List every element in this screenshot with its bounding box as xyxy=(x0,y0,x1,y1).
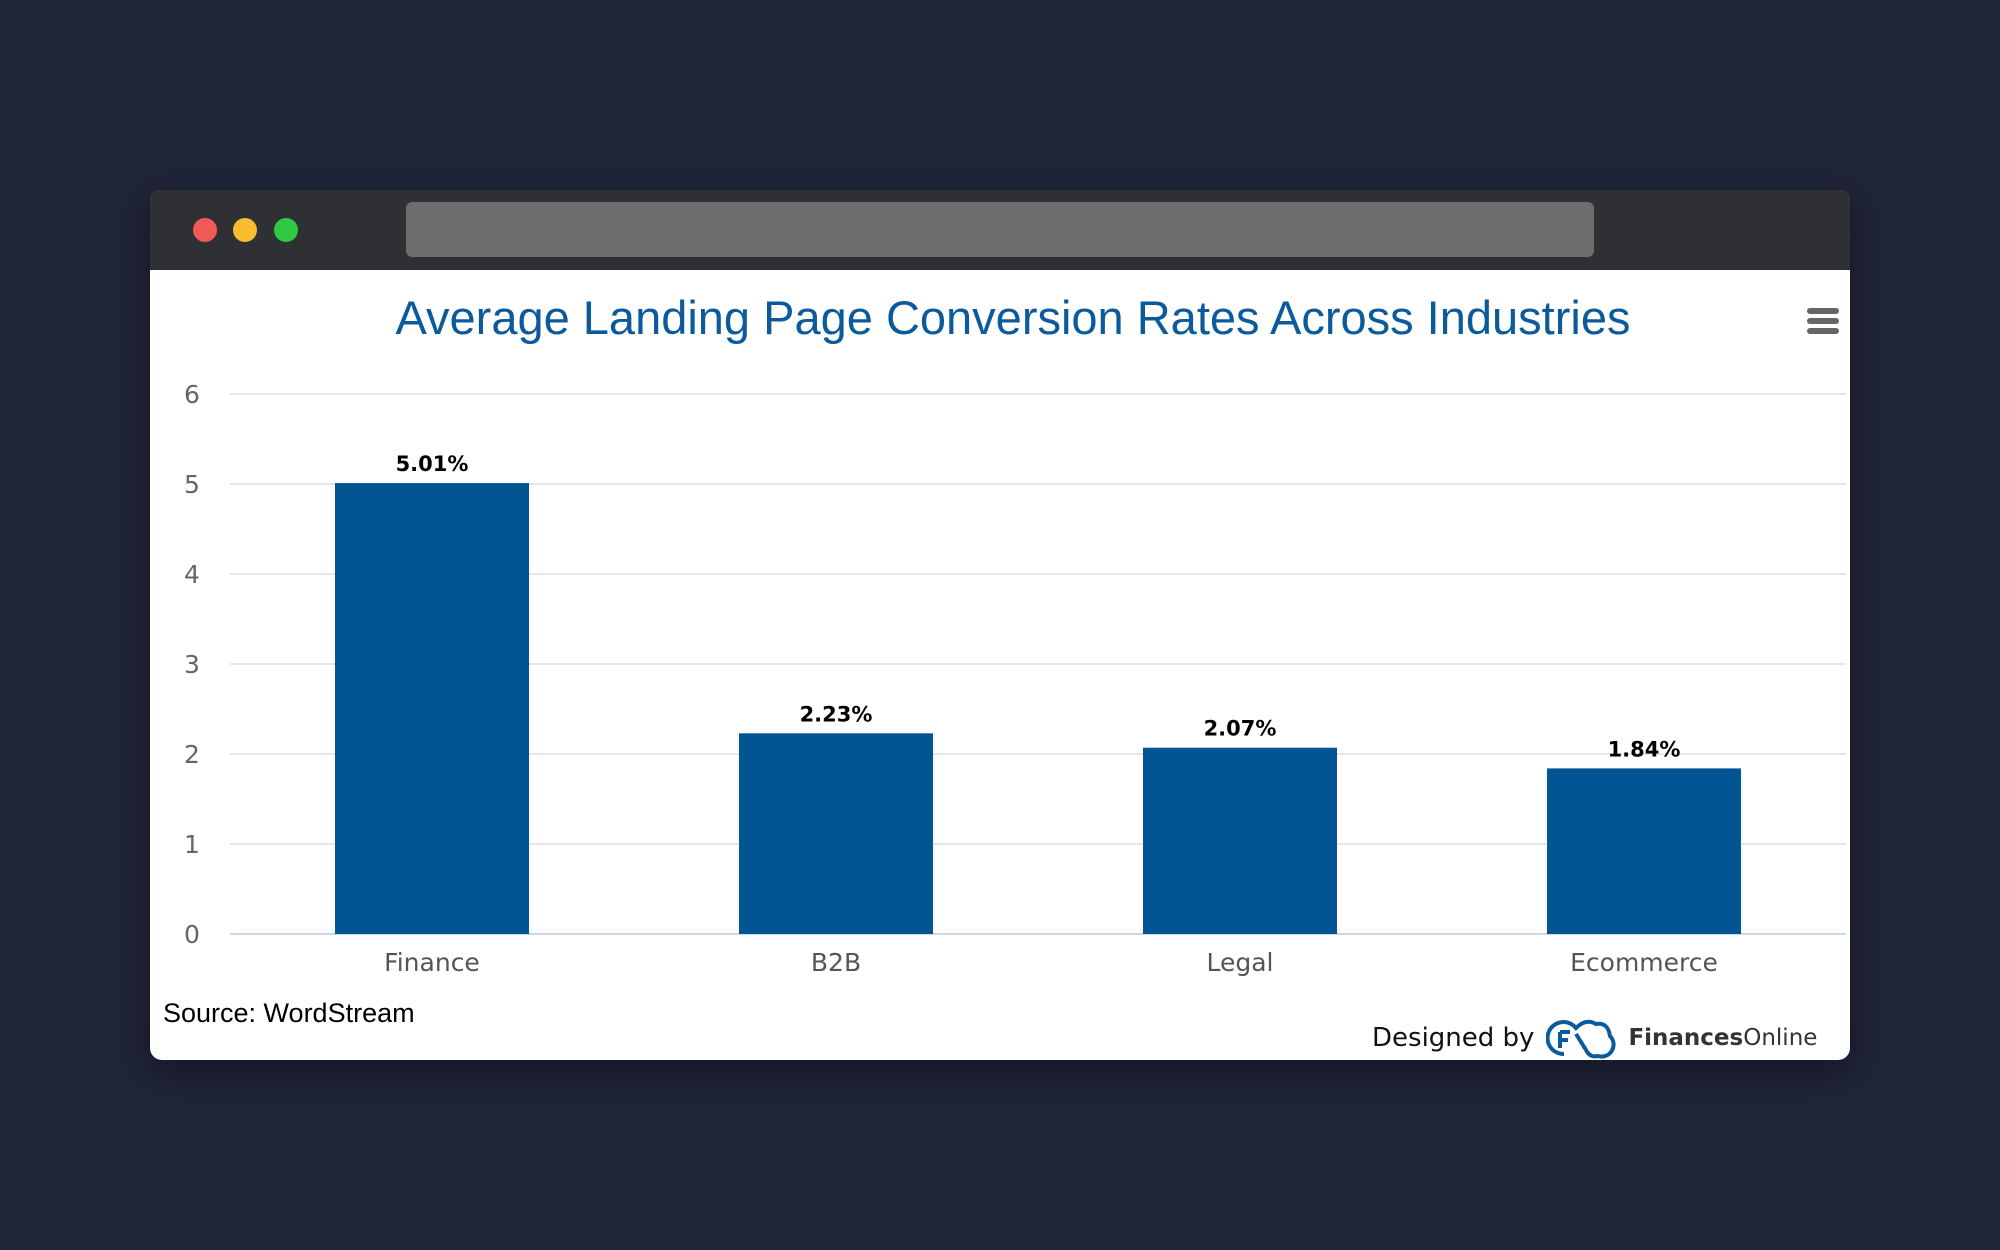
designed-by-label: Designed by xyxy=(1372,1023,1535,1053)
address-bar[interactable] xyxy=(406,202,1594,257)
bar xyxy=(1143,747,1337,934)
brand-light: Online xyxy=(1743,1025,1818,1051)
designed-by-credit: Designed by FinancesOnline xyxy=(1372,1016,1817,1060)
x-tick-label: Legal xyxy=(1206,948,1273,977)
y-tick-label: 4 xyxy=(184,560,200,589)
data-label: 2.23% xyxy=(800,702,873,726)
y-tick-label: 0 xyxy=(184,920,200,949)
x-tick-label: Finance xyxy=(384,948,480,977)
bar-chart: 0 1 2 3 4 5 6 5.01% Finance 2.23% B2B 2.07% Legal 1.8… xyxy=(184,380,1846,977)
y-tick-label: 5 xyxy=(184,470,200,499)
financesonline-logo-icon xyxy=(1546,1019,1616,1059)
bar xyxy=(739,733,933,934)
maximize-button[interactable] xyxy=(274,218,298,242)
y-tick-label: 3 xyxy=(184,650,200,679)
browser-window: Average Landing Page Conversion Rates Ac… xyxy=(150,190,1850,1060)
bar xyxy=(1547,768,1741,934)
brand-name: FinancesOnline xyxy=(1628,1025,1817,1051)
source-note: Source: WordStream xyxy=(163,998,415,1028)
title-bar xyxy=(150,190,1850,270)
x-tick-label: B2B xyxy=(811,948,861,977)
data-label: 2.07% xyxy=(1204,717,1277,741)
y-tick-label: 6 xyxy=(184,380,200,409)
x-tick-label: Ecommerce xyxy=(1570,948,1718,977)
minimize-button[interactable] xyxy=(233,218,257,242)
y-tick-label: 1 xyxy=(184,830,200,859)
data-label: 5.01% xyxy=(396,452,469,476)
bar xyxy=(335,483,529,934)
y-tick-label: 2 xyxy=(184,740,200,769)
data-label: 1.84% xyxy=(1608,737,1681,761)
brand-bold: Finances xyxy=(1628,1025,1744,1051)
close-button[interactable] xyxy=(193,218,217,242)
chart-title: Average Landing Page Conversion Rates Ac… xyxy=(395,291,1631,344)
hamburger-menu-icon[interactable] xyxy=(1807,308,1839,334)
